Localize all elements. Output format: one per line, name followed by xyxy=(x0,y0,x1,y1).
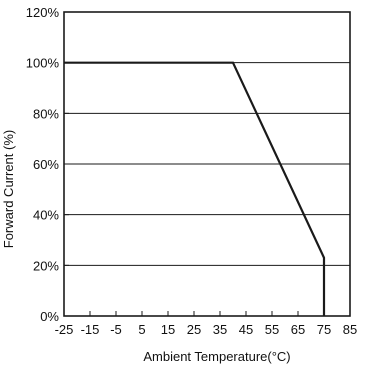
y-axis-label: Forward Current (%) xyxy=(1,130,16,248)
x-tick-label: 65 xyxy=(291,322,305,337)
x-tick-label: 25 xyxy=(187,322,201,337)
tick-layer xyxy=(63,11,351,317)
x-tick-label: -15 xyxy=(81,322,100,337)
y-tick-label: 60% xyxy=(33,157,59,172)
x-tick-label: -5 xyxy=(110,322,122,337)
x-axis-label: Ambient Temperature(°C) xyxy=(143,349,290,364)
x-tick-label: 85 xyxy=(343,322,357,337)
y-tick-label: 20% xyxy=(33,258,59,273)
x-tick-label: 55 xyxy=(265,322,279,337)
x-tick-label: 45 xyxy=(239,322,253,337)
grid-lines xyxy=(64,62,350,266)
x-tick-label: 75 xyxy=(317,322,331,337)
series-layer xyxy=(64,61,326,316)
series-line-0 xyxy=(64,61,326,316)
y-tick-label: 80% xyxy=(33,106,59,121)
tick-label-layer: -25 -15 -5 5 15 25 35 45 55 65 75 85 0% 20% 40% 60% 80% 1… xyxy=(26,5,357,337)
x-tick-label: -25 xyxy=(55,322,74,337)
x-tick-label: 35 xyxy=(213,322,227,337)
x-tick-label: 5 xyxy=(138,322,145,337)
y-tick-label: 100% xyxy=(26,56,60,71)
x-tick-label: 15 xyxy=(161,322,175,337)
y-tick-label: 120% xyxy=(26,5,60,20)
y-tick-label: 40% xyxy=(33,208,59,223)
y-tick-label: 0% xyxy=(40,309,59,324)
